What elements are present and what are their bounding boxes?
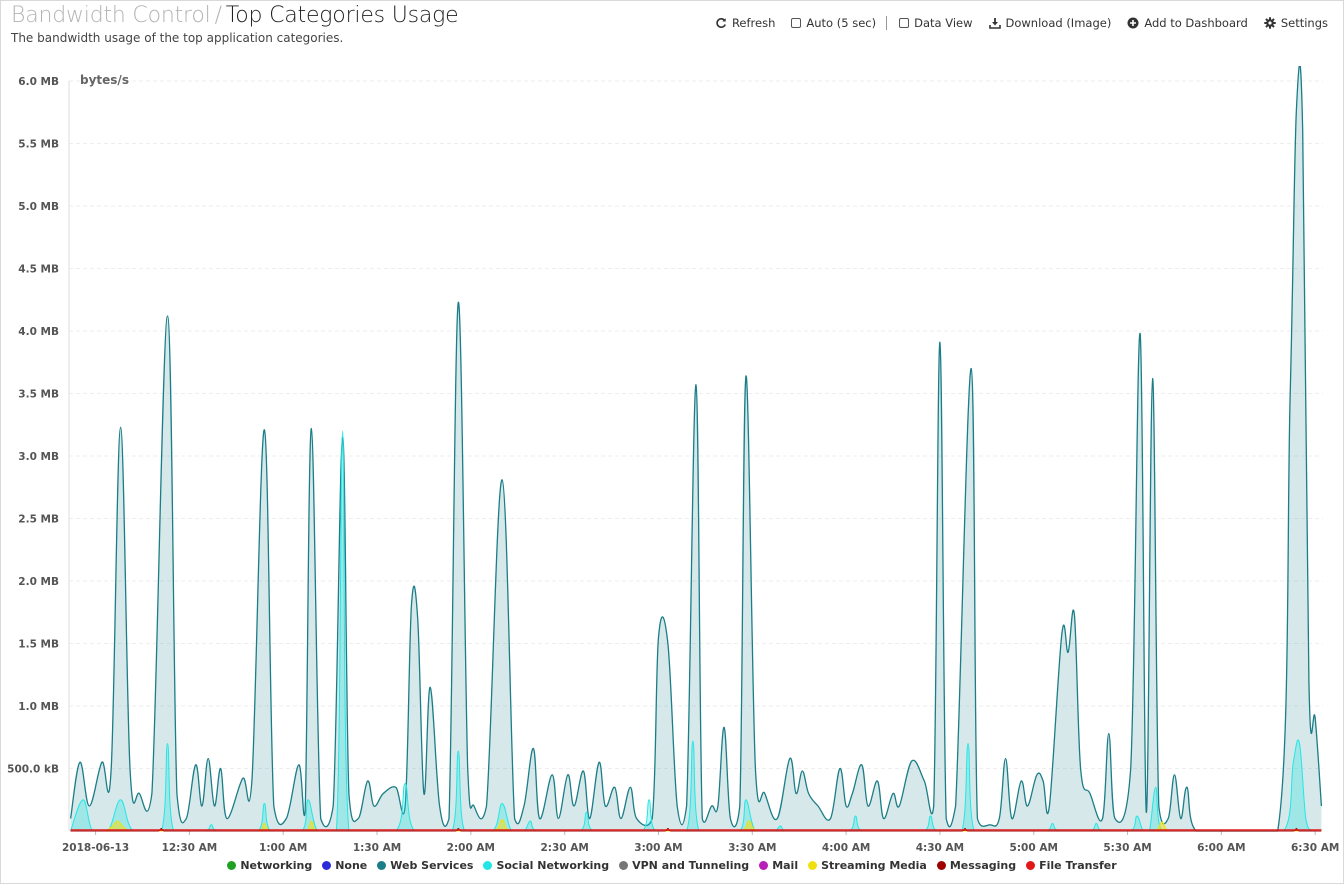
download-image-button[interactable]: Download (Image) xyxy=(988,16,1112,30)
legend-label: File Transfer xyxy=(1039,859,1117,872)
legend-item-networking[interactable]: Networking xyxy=(227,859,312,872)
x-tick-label: 3:00 AM xyxy=(634,842,682,854)
legend-dot xyxy=(759,861,769,870)
x-tick-label: 5:30 AM xyxy=(1103,842,1151,854)
x-tick-label: 1:00 AM xyxy=(259,842,307,854)
auto-refresh-toggle[interactable]: Auto (5 sec) xyxy=(791,16,876,30)
plus-circle-icon xyxy=(1127,17,1139,29)
legend-dot xyxy=(1026,861,1036,870)
y-tick-label: 1.5 MB xyxy=(18,639,59,651)
gear-icon xyxy=(1264,17,1276,29)
legend-dot xyxy=(483,861,493,870)
y-tick-label: 2.5 MB xyxy=(18,514,59,526)
legend-item-none[interactable]: None xyxy=(322,859,367,872)
settings-label: Settings xyxy=(1280,16,1328,30)
y-tick-label: 6.0 MB xyxy=(18,76,59,88)
auto-refresh-label: Auto (5 sec) xyxy=(806,16,877,30)
legend-label: None xyxy=(335,859,368,872)
y-tick-label: 2.0 MB xyxy=(18,576,59,588)
x-tick-label: 2:30 AM xyxy=(540,842,588,854)
y-tick-label: 1.0 MB xyxy=(18,701,59,713)
legend-dot xyxy=(808,861,818,870)
settings-button[interactable]: Settings xyxy=(1264,16,1328,30)
page-subtitle: The bandwidth usage of the top applicati… xyxy=(11,31,344,45)
legend-dot xyxy=(377,861,387,870)
x-tick-label: 4:00 AM xyxy=(822,842,870,854)
bandwidth-area-chart[interactable]: 500.0 kB 1.0 MB 1.5 MB 2.0 MB 2.5 MB 3.0 MB 3.… xyxy=(0,66,1344,856)
refresh-label: Refresh xyxy=(731,16,776,30)
page-header: Bandwidth Control / Top Categories Usage T… xyxy=(11,3,459,45)
auto-refresh-checkbox[interactable] xyxy=(791,18,802,28)
add-to-dashboard-label: Add to Dashboard xyxy=(1144,16,1248,30)
refresh-button[interactable]: Refresh xyxy=(715,16,775,30)
page-title: Bandwidth Control / Top Categories Usage xyxy=(11,3,459,28)
toolbar: Refresh Auto (5 sec) Data View Download … xyxy=(699,16,1328,30)
x-tick-label: 12:30 AM xyxy=(162,842,218,854)
x-tick-label: 3:30 AM xyxy=(728,842,776,854)
legend-dot xyxy=(936,861,946,870)
x-tick-label: 2:00 AM xyxy=(447,842,495,854)
legend-item-web-services[interactable]: Web Services xyxy=(377,859,473,872)
chart-legend: Networking None Web Services Social Network… xyxy=(0,859,1344,872)
breadcrumb-current: Top Categories Usage xyxy=(225,3,459,28)
data-view-toggle[interactable]: Data View xyxy=(899,16,973,30)
legend-label: Web Services xyxy=(390,859,474,872)
legend-item-vpn-and-tunneling[interactable]: VPN and Tunneling xyxy=(619,859,749,872)
legend-label: VPN and Tunneling xyxy=(632,859,750,872)
x-tick-label: 6:30 AM xyxy=(1291,842,1339,854)
x-tick-label: 4:30 AM xyxy=(916,842,964,854)
series-line-web-services xyxy=(69,66,1323,832)
legend-label: Streaming Media xyxy=(821,859,927,872)
download-label: Download (Image) xyxy=(1005,16,1112,30)
legend-item-mail[interactable]: Mail xyxy=(759,859,798,872)
add-to-dashboard-button[interactable]: Add to Dashboard xyxy=(1127,16,1248,30)
breadcrumb-separator: / xyxy=(214,3,222,28)
y-tick-label: 500.0 kB xyxy=(7,764,59,776)
legend-label: Mail xyxy=(772,859,799,872)
legend-dot xyxy=(619,861,629,870)
y-tick-label: 5.0 MB xyxy=(18,201,59,213)
data-view-checkbox[interactable] xyxy=(899,18,910,28)
series-area-web-services xyxy=(70,66,1322,832)
y-tick-label: 5.5 MB xyxy=(18,139,59,151)
y-tick-label: 3.5 MB xyxy=(18,389,59,401)
toolbar-divider xyxy=(886,16,888,30)
x-tick-label: 5:00 AM xyxy=(1010,842,1058,854)
data-view-label: Data View xyxy=(914,16,973,30)
legend-label: Messaging xyxy=(949,859,1017,872)
legend-item-file-transfer[interactable]: File Transfer xyxy=(1026,859,1117,872)
legend-dot xyxy=(227,861,237,870)
x-tick-label: 2018-06-13 xyxy=(62,842,129,854)
legend-label: Social Networking xyxy=(496,859,610,872)
legend-dot xyxy=(322,861,332,870)
x-tick-label: 1:30 AM xyxy=(353,842,401,854)
y-tick-label: 4.0 MB xyxy=(18,326,59,338)
y-unit-label: bytes/s xyxy=(80,73,129,87)
legend-item-messaging[interactable]: Messaging xyxy=(936,859,1017,872)
legend-item-streaming-media[interactable]: Streaming Media xyxy=(808,859,927,872)
y-tick-label: 3.0 MB xyxy=(18,451,59,463)
x-tick-label: 6:00 AM xyxy=(1197,842,1245,854)
refresh-icon xyxy=(715,17,727,29)
breadcrumb-parent[interactable]: Bandwidth Control xyxy=(11,3,211,28)
y-tick-label: 4.5 MB xyxy=(18,264,59,276)
legend-label: Networking xyxy=(240,859,313,872)
download-icon xyxy=(988,17,1001,29)
legend-item-social-networking[interactable]: Social Networking xyxy=(483,859,609,872)
